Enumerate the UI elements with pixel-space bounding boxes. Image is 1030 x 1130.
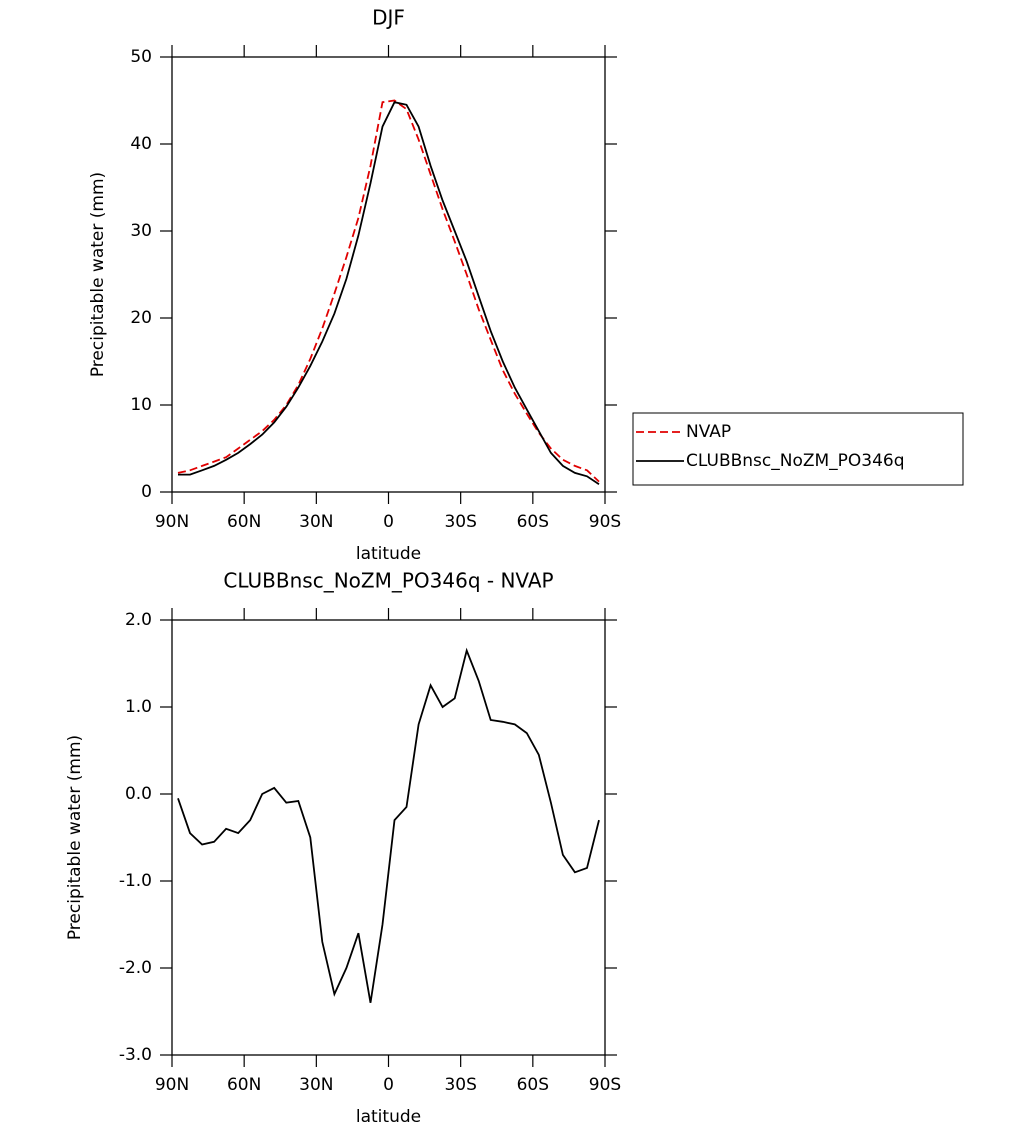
x-tick-label: 90N bbox=[155, 1075, 189, 1095]
y-axis-label: Precipitable water (mm) bbox=[65, 735, 85, 940]
y-tick-label: 10 bbox=[130, 395, 152, 415]
x-tick-label: 90S bbox=[589, 512, 621, 532]
x-tick-label: 60N bbox=[227, 512, 261, 532]
y-axis-label: Precipitable water (mm) bbox=[88, 172, 108, 377]
x-tick-label: 30N bbox=[299, 512, 333, 532]
x-tick-label: 30N bbox=[299, 1075, 333, 1095]
y-tick-label: 0.0 bbox=[125, 784, 152, 804]
x-tick-label: 60N bbox=[227, 1075, 261, 1095]
legend-label: NVAP bbox=[686, 422, 731, 442]
x-tick-label: 90S bbox=[589, 1075, 621, 1095]
y-tick-label: 2.0 bbox=[125, 610, 152, 630]
x-tick-label: 90N bbox=[155, 512, 189, 532]
chart-title: DJF bbox=[372, 6, 405, 30]
x-tick-label: 60S bbox=[517, 1075, 549, 1095]
y-tick-label: 30 bbox=[130, 221, 152, 241]
y-tick-label: 1.0 bbox=[125, 697, 152, 717]
y-tick-label: 50 bbox=[130, 47, 152, 67]
y-tick-label: -2.0 bbox=[119, 958, 152, 978]
legend-box bbox=[632, 412, 964, 486]
data-line bbox=[177, 647, 600, 1003]
y-tick-label: 40 bbox=[130, 134, 152, 154]
plot-frame bbox=[171, 56, 606, 493]
plot-frame bbox=[171, 619, 606, 1056]
x-tick-label: 0 bbox=[383, 1075, 394, 1095]
y-tick-label: 20 bbox=[130, 308, 152, 328]
data-line bbox=[178, 101, 600, 485]
legend-label: CLUBBnsc_NoZM_PO346q bbox=[686, 451, 905, 471]
data-line bbox=[177, 99, 600, 483]
x-axis-label: latitude bbox=[356, 544, 421, 564]
chart-title: CLUBBnsc_NoZM_PO346q - NVAP bbox=[223, 569, 553, 593]
y-tick-label: -3.0 bbox=[119, 1045, 152, 1065]
x-tick-label: 30S bbox=[444, 1075, 476, 1095]
x-tick-label: 60S bbox=[517, 512, 549, 532]
y-tick-label: 0 bbox=[141, 482, 152, 502]
x-tick-label: 0 bbox=[383, 512, 394, 532]
y-tick-label: -1.0 bbox=[119, 871, 152, 891]
x-axis-label: latitude bbox=[356, 1107, 421, 1127]
x-tick-label: 30S bbox=[444, 512, 476, 532]
